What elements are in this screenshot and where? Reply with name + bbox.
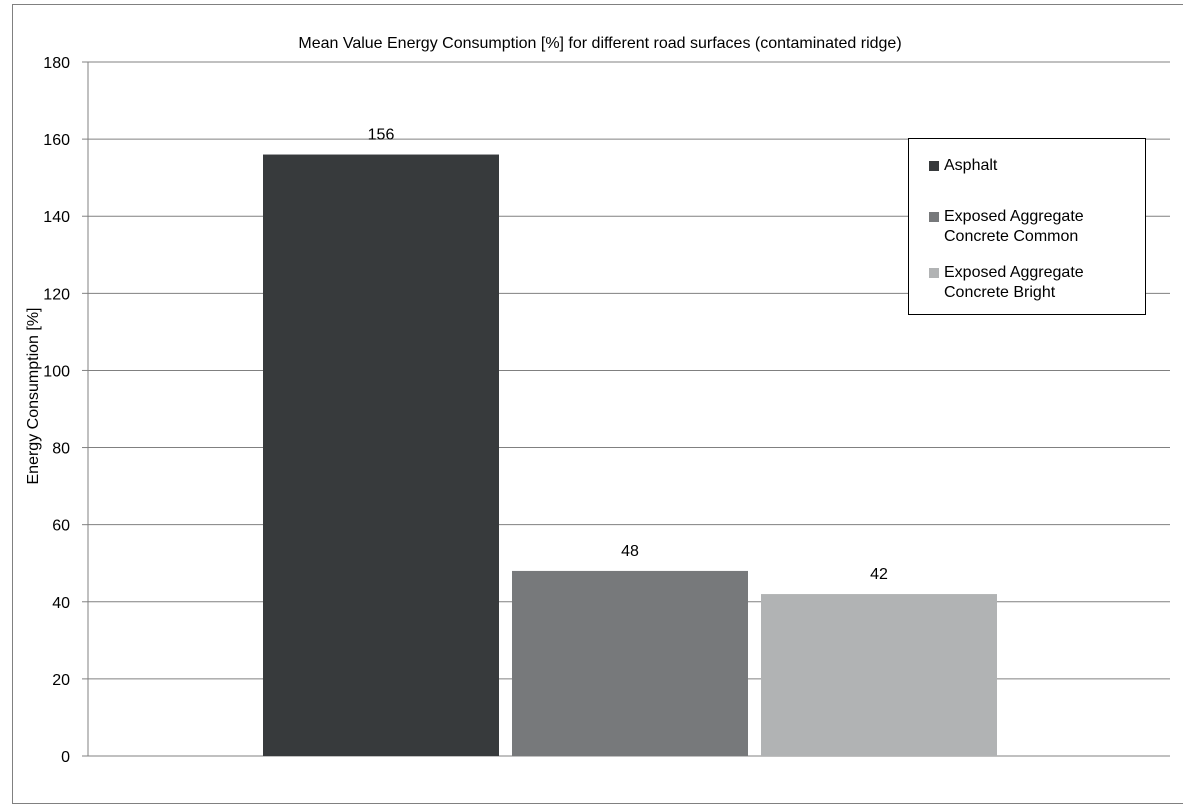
y-tick-label: 100 (43, 363, 70, 380)
y-tick-label: 60 (52, 518, 70, 535)
bar-value-label: 156 (368, 127, 395, 144)
legend-line: Exposed Aggregate (944, 264, 1084, 281)
legend-swatch-common (929, 212, 939, 222)
legend-line: Exposed Aggregate (944, 208, 1084, 225)
y-tick-label: 20 (52, 672, 70, 689)
y-tick-label: 40 (52, 595, 70, 612)
chart-title: Mean Value Energy Consumption [%] for di… (298, 35, 901, 52)
legend-line: Concrete Bright (944, 284, 1056, 301)
bar-value-label: 42 (870, 566, 888, 583)
legend-label-common: Exposed Aggregate Concrete Common (944, 207, 1144, 247)
bar-labels: 156 48 42 (368, 127, 888, 584)
legend-label-asphalt: Asphalt (944, 156, 1144, 176)
bars (263, 154, 997, 757)
legend: Asphalt Exposed Aggregate Concrete Commo… (908, 138, 1146, 315)
y-axis-label: Energy Consumption [%] (25, 308, 42, 485)
y-axis-ticks: 0 20 40 60 80 100 120 140 160 180 (43, 55, 88, 766)
legend-line: Asphalt (944, 157, 998, 174)
y-tick-label: 120 (43, 286, 70, 303)
legend-label-bright: Exposed Aggregate Concrete Bright (944, 263, 1144, 303)
bar-chart: 0 20 40 60 80 100 120 140 160 180 156 48 42 Mean Va… (25, 35, 1170, 766)
legend-line: Concrete Common (944, 228, 1079, 245)
bar-value-label: 48 (621, 543, 639, 560)
bar-exposed-aggregate-concrete-bright (761, 594, 997, 756)
y-tick-label: 180 (43, 55, 70, 72)
y-tick-label: 0 (61, 749, 70, 766)
legend-swatch-asphalt (929, 161, 939, 171)
legend-swatch-bright (929, 268, 939, 278)
y-tick-label: 140 (43, 209, 70, 226)
y-tick-label: 80 (52, 441, 70, 458)
bar-exposed-aggregate-concrete-common (512, 570, 748, 756)
y-tick-label: 160 (43, 132, 70, 149)
bar-asphalt (263, 154, 499, 757)
